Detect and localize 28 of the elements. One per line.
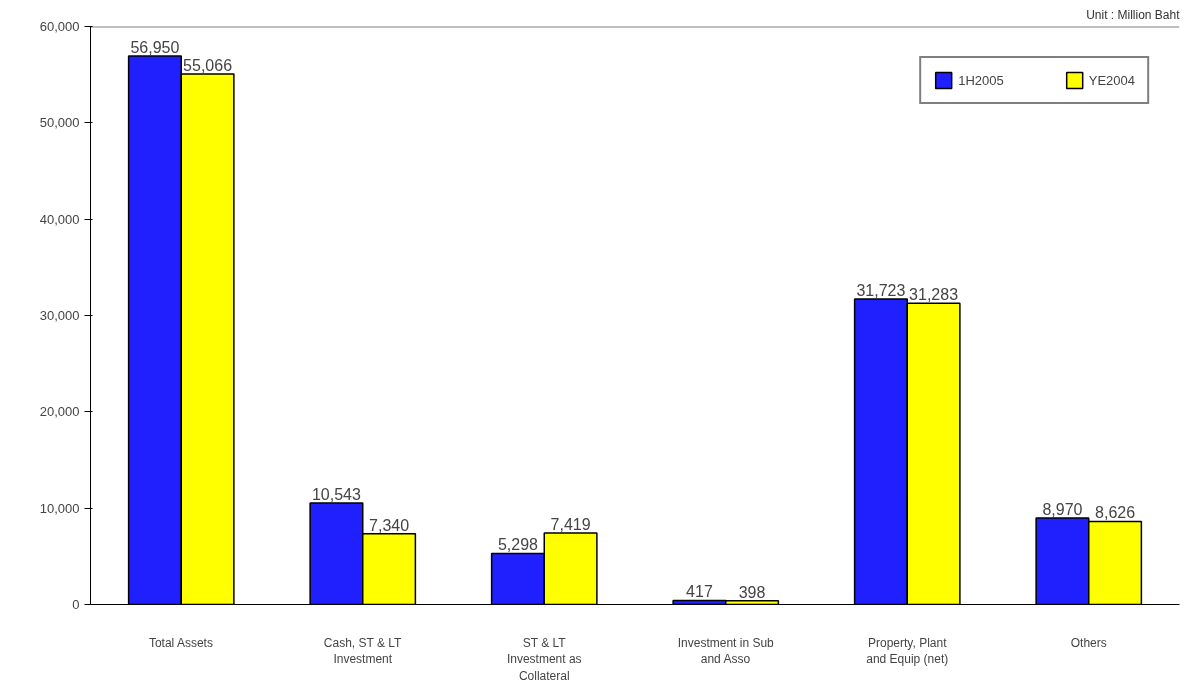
data-label: 5,298 <box>497 536 539 554</box>
data-label: 398 <box>738 583 766 601</box>
data-label: 417 <box>686 583 713 601</box>
data-label: 7,419 <box>550 516 591 534</box>
y-tick-label: 30,000 <box>39 308 80 323</box>
y-tick-label: 40,000 <box>39 211 80 227</box>
legend-label: YE2004 <box>1088 72 1135 88</box>
data-label: 31,283 <box>909 286 959 304</box>
y-tick-label: 0 <box>72 597 80 612</box>
x-tick-label: Cash, ST & LT Investment <box>323 635 403 667</box>
data-label: 7,340 <box>369 516 410 534</box>
text: Unit : Million Baht <box>1086 7 1181 22</box>
y-tick-label: 50,000 <box>39 115 80 131</box>
y-tick-label: 10,000 <box>39 500 80 516</box>
legend-label: 1H2005 <box>958 72 1004 88</box>
x-tick-label: Others <box>1070 635 1107 650</box>
x-tick-label: Property, Plant and Equip (net) <box>866 635 949 667</box>
x-tick-label: ST & LT Investment as Collateral <box>506 635 582 684</box>
x-tick-label: Total Assets <box>148 635 213 650</box>
data-label: 31,723 <box>856 281 906 299</box>
data-label: 55,066 <box>183 57 233 75</box>
data-label: 56,950 <box>130 38 180 56</box>
data-label: 10,543 <box>311 485 361 503</box>
data-label: 8,970 <box>1042 501 1083 519</box>
data-label: 8,626 <box>1095 504 1136 522</box>
x-tick-label: Investment in Sub and Asso <box>677 635 775 667</box>
y-tick-label: 20,000 <box>39 404 80 420</box>
y-tick-label: 60,000 <box>39 19 80 34</box>
